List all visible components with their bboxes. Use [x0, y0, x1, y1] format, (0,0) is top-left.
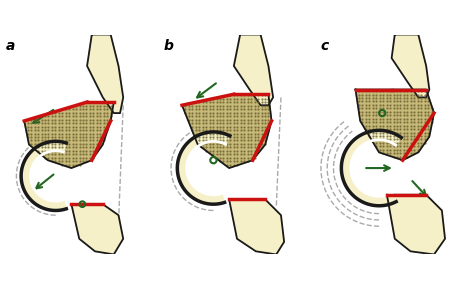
- Polygon shape: [87, 35, 123, 113]
- Polygon shape: [177, 132, 230, 204]
- Polygon shape: [387, 195, 445, 254]
- Polygon shape: [356, 90, 434, 160]
- Polygon shape: [72, 204, 123, 254]
- Polygon shape: [234, 35, 273, 105]
- Polygon shape: [341, 130, 401, 206]
- Polygon shape: [24, 102, 114, 168]
- Polygon shape: [229, 199, 284, 254]
- Polygon shape: [392, 35, 429, 97]
- Polygon shape: [21, 141, 66, 210]
- Text: c: c: [321, 39, 329, 53]
- Polygon shape: [182, 94, 272, 168]
- Text: b: b: [163, 39, 173, 53]
- Text: a: a: [5, 39, 15, 53]
